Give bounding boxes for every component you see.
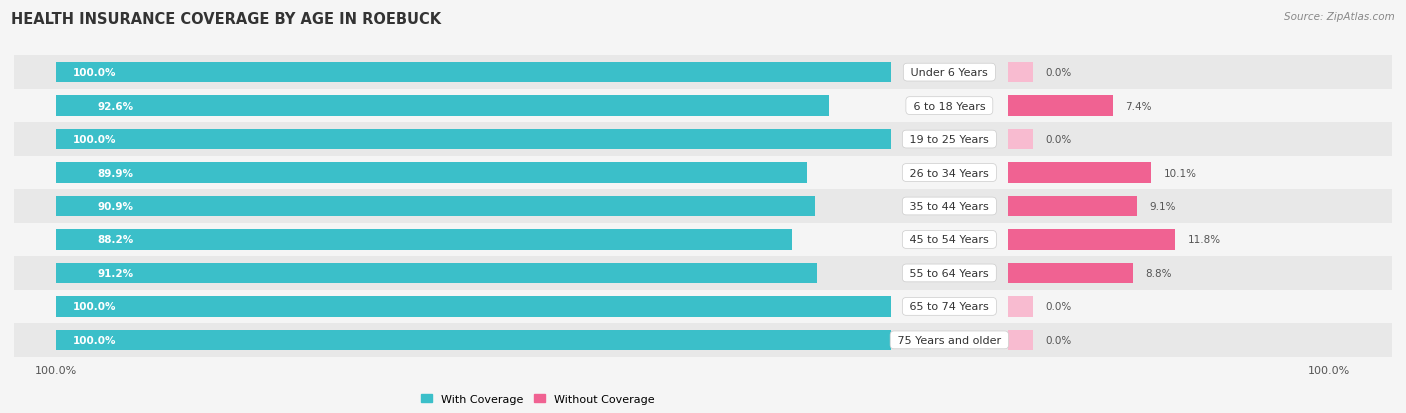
Text: 0.0%: 0.0% — [1046, 135, 1071, 145]
Bar — [0, 56, 1406, 90]
Bar — [56, 163, 807, 183]
Bar — [56, 330, 891, 350]
Bar — [0, 323, 1406, 357]
Text: 100.0%: 100.0% — [73, 68, 117, 78]
Bar — [0, 256, 1406, 290]
Bar — [1008, 196, 1137, 217]
Bar — [56, 296, 891, 317]
Text: 45 to 54 Years: 45 to 54 Years — [907, 235, 993, 245]
Bar — [0, 290, 1406, 323]
Text: 35 to 44 Years: 35 to 44 Years — [907, 202, 993, 211]
Text: 100.0%: 100.0% — [1308, 365, 1350, 375]
Bar — [56, 129, 891, 150]
Bar — [1008, 96, 1114, 117]
Text: 89.9%: 89.9% — [97, 168, 134, 178]
Text: 91.2%: 91.2% — [97, 268, 134, 278]
Bar — [56, 263, 817, 284]
Bar — [1008, 129, 1033, 150]
Bar — [0, 223, 1406, 256]
Bar — [56, 196, 815, 217]
Text: 0.0%: 0.0% — [1046, 68, 1071, 78]
Bar — [0, 90, 1406, 123]
Bar — [56, 230, 793, 250]
Text: 90.9%: 90.9% — [97, 202, 134, 211]
Text: 75 Years and older: 75 Years and older — [894, 335, 1005, 345]
Legend: With Coverage, Without Coverage: With Coverage, Without Coverage — [416, 389, 659, 408]
Bar — [1008, 330, 1033, 350]
Text: 88.2%: 88.2% — [97, 235, 134, 245]
Text: 9.1%: 9.1% — [1150, 202, 1175, 211]
Bar — [1008, 296, 1033, 317]
Text: 65 to 74 Years: 65 to 74 Years — [907, 301, 993, 312]
Text: 92.6%: 92.6% — [97, 101, 134, 112]
Text: 0.0%: 0.0% — [1046, 335, 1071, 345]
Bar — [1008, 263, 1133, 284]
Bar — [56, 63, 891, 83]
Text: 55 to 64 Years: 55 to 64 Years — [907, 268, 993, 278]
Bar — [1008, 63, 1033, 83]
Text: 19 to 25 Years: 19 to 25 Years — [907, 135, 993, 145]
Text: 6 to 18 Years: 6 to 18 Years — [910, 101, 988, 112]
Bar — [0, 157, 1406, 190]
Bar — [56, 96, 830, 117]
Text: Source: ZipAtlas.com: Source: ZipAtlas.com — [1284, 12, 1395, 22]
Text: 26 to 34 Years: 26 to 34 Years — [907, 168, 993, 178]
Text: 100.0%: 100.0% — [73, 335, 117, 345]
Text: 100.0%: 100.0% — [35, 365, 77, 375]
Bar — [0, 123, 1406, 157]
Bar — [1008, 163, 1152, 183]
Bar — [0, 190, 1406, 223]
Text: 8.8%: 8.8% — [1146, 268, 1171, 278]
Text: Under 6 Years: Under 6 Years — [907, 68, 991, 78]
Text: 7.4%: 7.4% — [1125, 101, 1152, 112]
Text: 0.0%: 0.0% — [1046, 301, 1071, 312]
Text: 11.8%: 11.8% — [1188, 235, 1220, 245]
Text: 100.0%: 100.0% — [73, 301, 117, 312]
Text: 10.1%: 10.1% — [1164, 168, 1197, 178]
Text: 100.0%: 100.0% — [73, 135, 117, 145]
Text: HEALTH INSURANCE COVERAGE BY AGE IN ROEBUCK: HEALTH INSURANCE COVERAGE BY AGE IN ROEB… — [11, 12, 441, 27]
Bar — [1008, 230, 1175, 250]
